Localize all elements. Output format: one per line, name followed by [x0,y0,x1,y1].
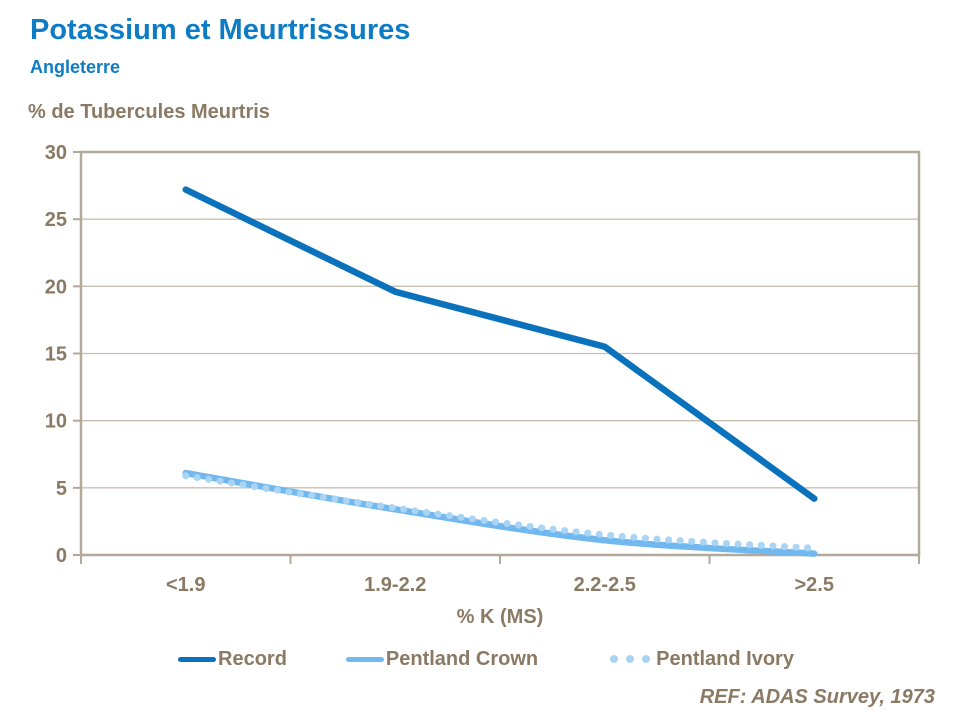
y-tick-label: 5 [56,478,67,500]
x-tick-label: >2.5 [795,574,834,596]
chart-legend: Record Pentland Crown Pentland Ivory [178,646,794,672]
y-axis-title: % de Tubercules Meurtris [28,101,270,123]
series-line-pentland-crown [182,469,818,557]
y-tick-label: 30 [45,142,67,164]
legend-item-record: Record [178,648,287,671]
legend-item-pentland-crown: Pentland Crown [345,647,539,671]
pentland-crown-line-swatch-icon [345,656,384,662]
x-tick-label: 1.9-2.2 [364,574,426,596]
series-line-pentland-ivory [182,472,818,552]
legend-label-pentland-crown: Pentland Crown [385,647,539,670]
record-line-swatch-icon [178,656,216,662]
y-tick-label: 15 [45,344,67,366]
y-tick-label: 25 [45,209,67,231]
legend-item-pentland-ivory: Pentland Ivory [610,648,794,671]
y-tick-label: 0 [56,545,67,567]
x-tick-label: 2.2-2.5 [574,574,636,596]
pentland-ivory-dotted-swatch-icon [610,655,651,663]
chart-subtitle: Angleterre [30,57,121,77]
legend-label-record: Record [218,647,287,670]
reference-note: REF: ADAS Survey, 1973 [699,686,935,708]
x-axis-title: % K (MS) [456,606,544,628]
y-tick-label: 10 [45,411,67,433]
series-line-record [182,186,818,502]
x-tick-label: <1.9 [166,574,205,596]
y-tick-label: 20 [45,276,67,298]
legend-label-pentland-ivory: Pentland Ivory [656,647,794,670]
chart-title: Potassium et Meurtrissures [30,14,411,46]
